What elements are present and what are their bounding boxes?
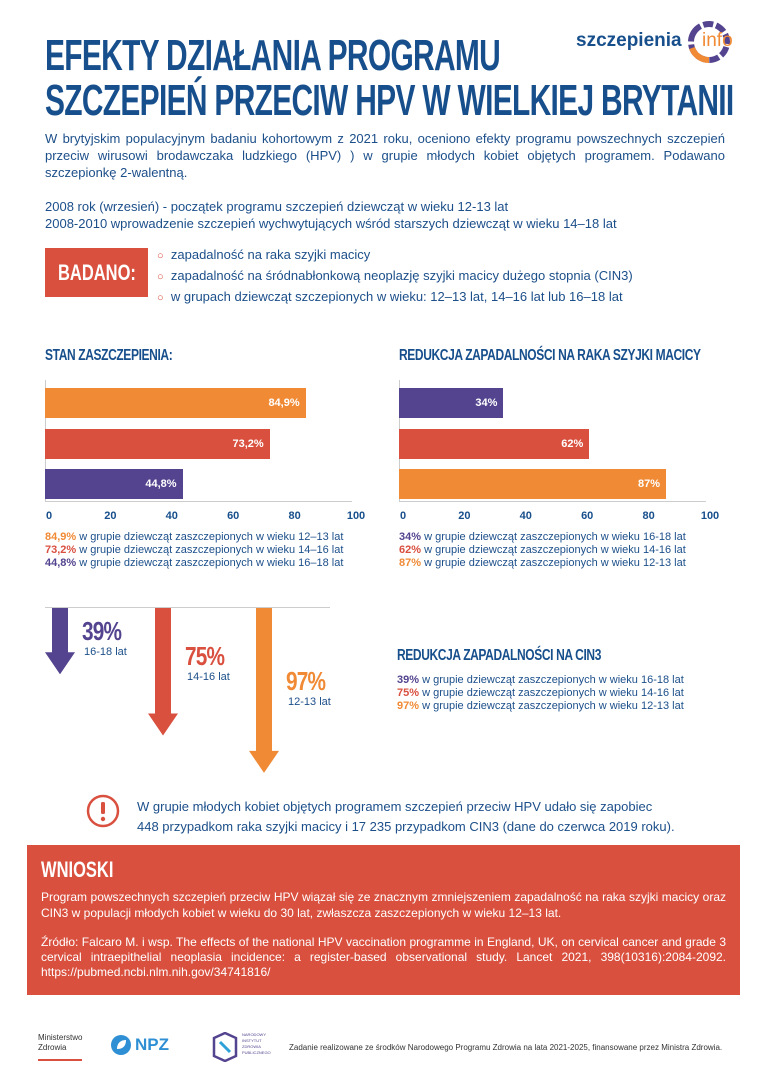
list-item: ○ zapadalność na raka szyjki macicy	[157, 247, 371, 262]
page-title-line2: SZCZEPIEŃ PRZECIW HPV W WIELKIEJ BRYTANI…	[45, 76, 734, 125]
circle-bullet-icon: ○	[157, 271, 164, 283]
legend-value: 39%	[397, 674, 420, 686]
x-tick-label: 60	[227, 510, 240, 522]
legend-item: 62% w grupie dziewcząt zaszczepionych w …	[399, 544, 686, 557]
legend-value: 73,2%	[45, 544, 77, 556]
arrows-baseline	[45, 607, 330, 608]
legend-item: 84,9% w grupie dziewcząt zaszczepionych …	[45, 531, 343, 544]
x-tick-label: 20	[104, 510, 117, 522]
x-tick-label: 80	[288, 510, 301, 522]
chart-title-cin3: REDUKCJA ZAPADALNOŚCI NA CIN3	[397, 647, 602, 664]
cin3-value: 75%	[185, 641, 225, 671]
legend-value: 75%	[397, 687, 420, 699]
legend-item: 44,8% w grupie dziewcząt zaszczepionych …	[45, 557, 343, 570]
cin3-value: 97%	[286, 666, 326, 696]
cancer-reduction-bar-chart: 34% 62% 87% 0 20 40 60 80 100	[399, 380, 719, 530]
legend-value: 44,8%	[45, 557, 77, 569]
badano-box: BADANO:	[45, 248, 148, 297]
list-item: ○ w grupach dziewcząt szczepionych w wie…	[157, 289, 623, 304]
legend-item: 73,2% w grupie dziewcząt zaszczepionych …	[45, 544, 343, 557]
legend-text: w grupie dziewcząt zaszczepionych w wiek…	[76, 544, 344, 556]
circle-bullet-icon: ○	[157, 292, 164, 304]
intro-paragraph: W brytyjskim populacyjnym badaniu kohort…	[45, 131, 725, 180]
logo-ring-icon	[688, 21, 730, 64]
legend-value: 34%	[399, 531, 422, 543]
vaccination-legend: 84,9% w grupie dziewcząt zaszczepionych …	[45, 531, 343, 570]
x-tick-label: 80	[642, 510, 655, 522]
legend-text: w grupie dziewcząt zaszczepionych w wiek…	[421, 531, 686, 543]
legend-item: 97% w grupie dziewcząt zaszczepionych w …	[397, 700, 684, 713]
down-arrow-icon	[45, 608, 75, 675]
x-tick-label: 100	[346, 510, 366, 522]
conclusions-title: WNIOSKI	[41, 857, 114, 882]
cin3-age-group: 12-13 lat	[288, 696, 331, 708]
cin3-legend: 39% w grupie dziewcząt zaszczepionych w …	[397, 674, 684, 713]
timeline-item: 2008 rok (wrzesień) - początek programu …	[45, 199, 509, 214]
x-axis-line	[399, 501, 706, 502]
x-tick-label: 100	[700, 510, 720, 522]
npz-logo: NPZ	[110, 1033, 169, 1057]
legend-text: w grupie dziewcząt zaszczepionych w wiek…	[421, 544, 686, 556]
page-title-line1: EFEKTY DZIAŁANIA PROGRAMU	[45, 31, 501, 80]
bar: 62%	[399, 428, 590, 459]
szczepienia-info-logo: szczepienia info	[576, 20, 746, 64]
legend-item: 75% w grupie dziewcząt zaszczepionych w …	[397, 687, 684, 700]
legend-value: 87%	[399, 557, 422, 569]
badano-list: ○ zapadalność na raka szyjki macicy ○ za…	[157, 245, 633, 308]
legend-text: w grupie dziewcząt zaszczepionych w wiek…	[421, 557, 686, 569]
legend-text: w grupie dziewcząt zaszczepionych w wiek…	[419, 674, 684, 686]
npz-leaf-icon	[111, 1035, 131, 1055]
chart-title-cancer: REDUKCJA ZAPADALNOŚCI NA RAKA SZYJKI MAC…	[399, 347, 701, 364]
bar: 44,8%	[45, 469, 183, 499]
nizp-logo: NARODOWY INSTYTUT ZDROWIA PUBLICZNEGO	[212, 1032, 272, 1062]
vaccination-bar-chart: 84,9% 73,2% 44,8% 0 20 40 60 80 100	[45, 380, 365, 530]
x-tick-label: 40	[165, 510, 178, 522]
exclamation-circle-icon	[86, 794, 120, 828]
x-axis-line	[45, 501, 352, 502]
down-arrow-icon	[148, 608, 178, 736]
bar: 73,2%	[45, 428, 270, 459]
bar: 84,9%	[45, 388, 306, 418]
bar: 34%	[399, 388, 504, 418]
cin3-age-group: 14-16 lat	[187, 671, 230, 683]
cin3-age-group: 16-18 lat	[84, 646, 127, 658]
x-tick-label: 0	[45, 510, 53, 522]
legend-text: w grupie dziewcząt zaszczepionych w wiek…	[76, 531, 344, 543]
timeline: 2008 rok (wrzesień) - początek programu …	[45, 198, 617, 232]
legend-item: 34% w grupie dziewcząt zaszczepionych w …	[399, 531, 686, 544]
x-tick-label: 40	[519, 510, 532, 522]
legend-value: 97%	[397, 700, 420, 712]
legend-item: 39% w grupie dziewcząt zaszczepionych w …	[397, 674, 684, 687]
legend-text: w grupie dziewcząt zaszczepionych w wiek…	[419, 700, 684, 712]
legend-value: 62%	[399, 544, 422, 556]
chart-title-vaccination: STAN ZASZCZEPIENIA:	[45, 347, 173, 364]
down-arrow-icon	[249, 608, 279, 773]
nizp-emblem-icon	[212, 1032, 238, 1062]
x-tick-label: 20	[458, 510, 471, 522]
source-citation: Źródło: Falcaro M. i wsp. The effects of…	[41, 935, 726, 979]
ministry-logo: Ministerstwo Zdrowia	[38, 1033, 82, 1061]
x-tick-label: 0	[399, 510, 407, 522]
timeline-item: 2008-2010 wprowadzenie szczepień wychwyt…	[45, 216, 617, 231]
alert-text: W grupie młodych kobiet objętych program…	[137, 799, 675, 834]
conclusions-box: WNIOSKI Program powszechnych szczepień p…	[27, 845, 740, 995]
legend-text: w grupie dziewcząt zaszczepionych w wiek…	[419, 687, 684, 699]
list-item: ○ zapadalność na śródnabłonkową neoplazj…	[157, 268, 633, 283]
legend-text: w grupie dziewcząt zaszczepionych w wiek…	[76, 557, 344, 569]
legend-item: 87% w grupie dziewcząt zaszczepionych w …	[399, 557, 686, 570]
cancer-legend: 34% w grupie dziewcząt zaszczepionych w …	[399, 531, 686, 570]
conclusions-text: Program powszechnych szczepień przeciw H…	[41, 890, 726, 920]
bar: 87%	[399, 469, 667, 499]
legend-value: 84,9%	[45, 531, 77, 543]
cin3-value: 39%	[82, 616, 122, 646]
x-tick-label: 60	[581, 510, 594, 522]
funding-note: Zadanie realizowane ze środków Narodoweg…	[289, 1043, 723, 1052]
circle-bullet-icon: ○	[157, 250, 164, 262]
